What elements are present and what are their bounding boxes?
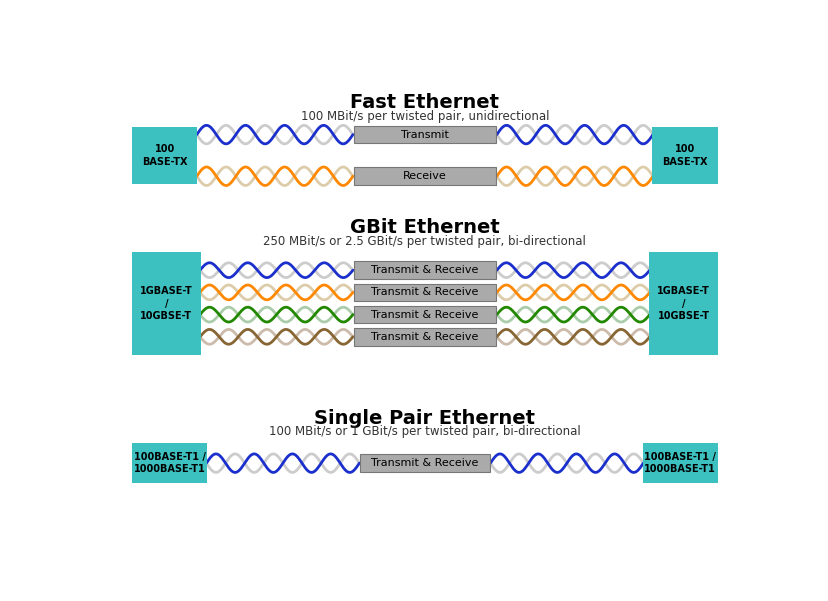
Text: 100BASE-T1 /
1000BASE-T1: 100BASE-T1 / 1000BASE-T1 xyxy=(133,452,205,474)
Text: 250 MBit/s or 2.5 GBit/s per twisted pair, bi-directional: 250 MBit/s or 2.5 GBit/s per twisted pai… xyxy=(263,234,585,248)
FancyBboxPatch shape xyxy=(353,284,496,301)
FancyBboxPatch shape xyxy=(652,127,717,184)
Text: Fast Ethernet: Fast Ethernet xyxy=(350,93,498,112)
Text: GBit Ethernet: GBit Ethernet xyxy=(349,218,499,237)
Text: Transmit & Receive: Transmit & Receive xyxy=(371,265,478,275)
Text: Transmit: Transmit xyxy=(401,130,448,139)
Text: 100BASE-T1 /
1000BASE-T1: 100BASE-T1 / 1000BASE-T1 xyxy=(643,452,715,474)
FancyBboxPatch shape xyxy=(359,454,489,472)
Text: 100 MBit/s per twisted pair, unidirectional: 100 MBit/s per twisted pair, unidirectio… xyxy=(301,109,548,123)
Text: 100 MBit/s or 1 GBit/s per twisted pair, bi-directional: 100 MBit/s or 1 GBit/s per twisted pair,… xyxy=(268,426,580,438)
FancyBboxPatch shape xyxy=(648,252,717,355)
FancyBboxPatch shape xyxy=(353,306,496,323)
Text: Transmit & Receive: Transmit & Receive xyxy=(371,458,478,468)
FancyBboxPatch shape xyxy=(353,168,496,185)
FancyBboxPatch shape xyxy=(353,126,496,144)
Text: 100
BASE-TX: 100 BASE-TX xyxy=(142,144,187,166)
FancyBboxPatch shape xyxy=(132,127,197,184)
Text: Receive: Receive xyxy=(402,171,446,182)
FancyBboxPatch shape xyxy=(132,252,200,355)
Text: Transmit & Receive: Transmit & Receive xyxy=(371,332,478,342)
Text: Transmit & Receive: Transmit & Receive xyxy=(371,310,478,320)
Text: 100
BASE-TX: 100 BASE-TX xyxy=(662,144,707,166)
FancyBboxPatch shape xyxy=(642,443,717,483)
Text: 1GBASE-T
/
10GBSE-T: 1GBASE-T / 10GBSE-T xyxy=(657,286,709,321)
FancyBboxPatch shape xyxy=(132,443,207,483)
FancyBboxPatch shape xyxy=(353,261,496,279)
FancyBboxPatch shape xyxy=(353,328,496,346)
Text: Single Pair Ethernet: Single Pair Ethernet xyxy=(314,409,535,427)
Text: Transmit & Receive: Transmit & Receive xyxy=(371,287,478,297)
Text: 1GBASE-T
/
10GBSE-T: 1GBASE-T / 10GBSE-T xyxy=(140,286,192,321)
